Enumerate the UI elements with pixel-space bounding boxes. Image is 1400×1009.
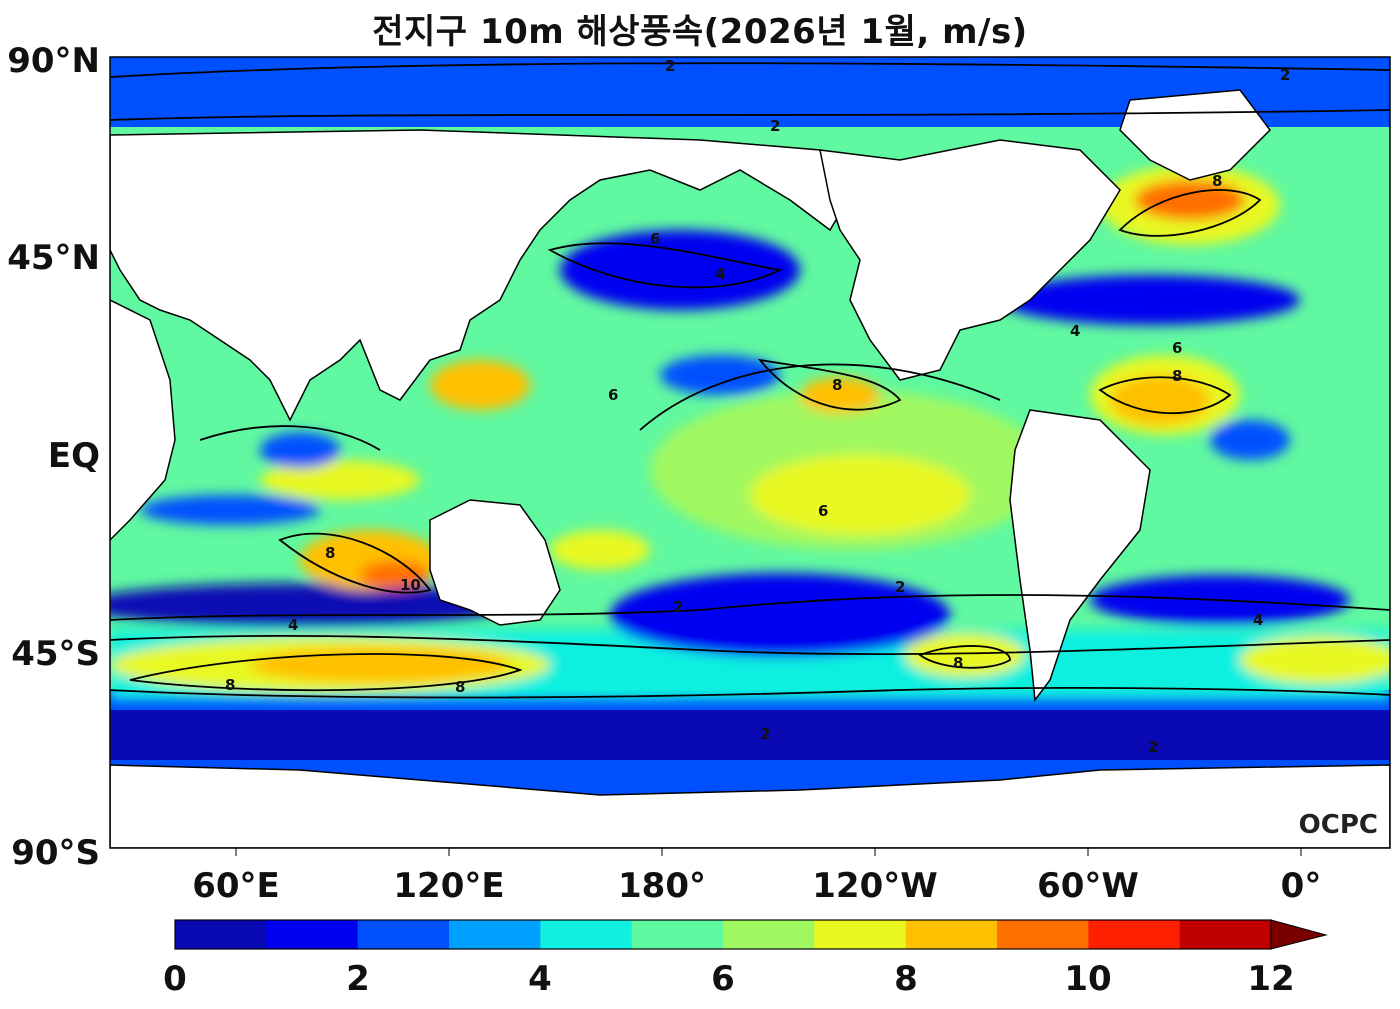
colorbar-swatch xyxy=(814,920,907,949)
contour-label: 8 xyxy=(953,654,963,672)
colorbar-tick-labels: 0 2 4 6 8 10 12 xyxy=(163,959,1295,999)
lon-label-180: 180° xyxy=(618,866,706,906)
colorbar-tick-0: 0 xyxy=(163,959,187,999)
lat-label-90n: 90°N xyxy=(7,41,100,81)
colorbar-swatch xyxy=(449,920,541,949)
lat-label-45n: 45°N xyxy=(7,238,100,278)
lat-label-45s: 45°S xyxy=(11,634,100,674)
contour-label: 2 xyxy=(895,578,905,596)
wind-field xyxy=(110,57,1390,848)
colorbar-extend-arrow xyxy=(1270,919,1328,950)
longitude-axis: 60°E 120°E 180° 120°W 60°W 0° xyxy=(192,848,1321,906)
colorbar-tick-6: 6 xyxy=(711,959,735,999)
contour-label: 8 xyxy=(455,678,465,696)
contour-label: 8 xyxy=(832,376,842,394)
contour-label: 6 xyxy=(650,230,660,248)
contour-label: 4 xyxy=(715,265,725,283)
colorbar-tick-4: 4 xyxy=(528,959,552,999)
colorbar-tick-12: 12 xyxy=(1247,959,1294,999)
colorbar-swatch xyxy=(1179,920,1272,949)
colorbar-tick-2: 2 xyxy=(346,959,370,999)
contour-label: 2 xyxy=(1280,66,1290,84)
colorbar-swatch xyxy=(631,920,724,949)
lon-label-120w: 120°W xyxy=(812,866,937,906)
contour-label: 2 xyxy=(770,117,780,135)
contour-lines xyxy=(110,62,1390,699)
colorbar-tick-10: 10 xyxy=(1064,959,1111,999)
contour-label: 6 xyxy=(1172,339,1182,357)
contour-label: 4 xyxy=(1070,322,1080,340)
colorbar-swatches xyxy=(175,920,1272,949)
colorbar-swatch xyxy=(540,920,633,949)
contour-label: 6 xyxy=(818,502,828,520)
colorbar-swatch xyxy=(266,920,359,949)
latitude-axis: 90°N 45°N EQ 45°S 90°S xyxy=(7,41,100,873)
contour-label: 6 xyxy=(608,386,618,404)
colorbar-swatch xyxy=(997,920,1089,949)
contour-label: 4 xyxy=(288,616,298,634)
contour-label: 2 xyxy=(1148,738,1158,756)
contour-label: 8 xyxy=(1212,172,1222,190)
colorbar-tick-8: 8 xyxy=(894,959,918,999)
contour-label: 8 xyxy=(225,676,235,694)
contour-value-labels: 2 2 2 4 4 6 6 6 6 8 8 8 8 8 8 8 10 2 2 4… xyxy=(225,57,1290,756)
contour-label: 2 xyxy=(665,57,675,75)
colorbar-swatch xyxy=(175,920,267,949)
lon-label-60e: 60°E xyxy=(192,866,280,906)
contour-label: 10 xyxy=(400,576,421,594)
contour-label: 2 xyxy=(673,598,683,616)
lat-label-eq: EQ xyxy=(48,436,100,476)
contour-label: 8 xyxy=(1172,367,1182,385)
contour-label: 2 xyxy=(760,725,770,743)
ocpc-watermark: OCPC xyxy=(1299,810,1378,840)
contour-label: 4 xyxy=(1253,611,1263,629)
colorbar-swatch xyxy=(357,920,450,949)
contour-label: 8 xyxy=(325,544,335,562)
lon-label-0: 0° xyxy=(1281,866,1322,906)
lon-label-120e: 120°E xyxy=(393,866,504,906)
lat-label-90s: 90°S xyxy=(11,833,100,873)
lon-label-60w: 60°W xyxy=(1037,866,1139,906)
colorbar-frame xyxy=(174,919,1272,950)
map-title: 전지구 10m 해상풍속(2026년 1월, m/s) xyxy=(372,12,1028,52)
colorbar-swatch xyxy=(723,920,815,949)
map-frame xyxy=(109,56,1391,849)
colorbar-swatch xyxy=(905,920,998,949)
colorbar-swatch xyxy=(1088,920,1181,949)
